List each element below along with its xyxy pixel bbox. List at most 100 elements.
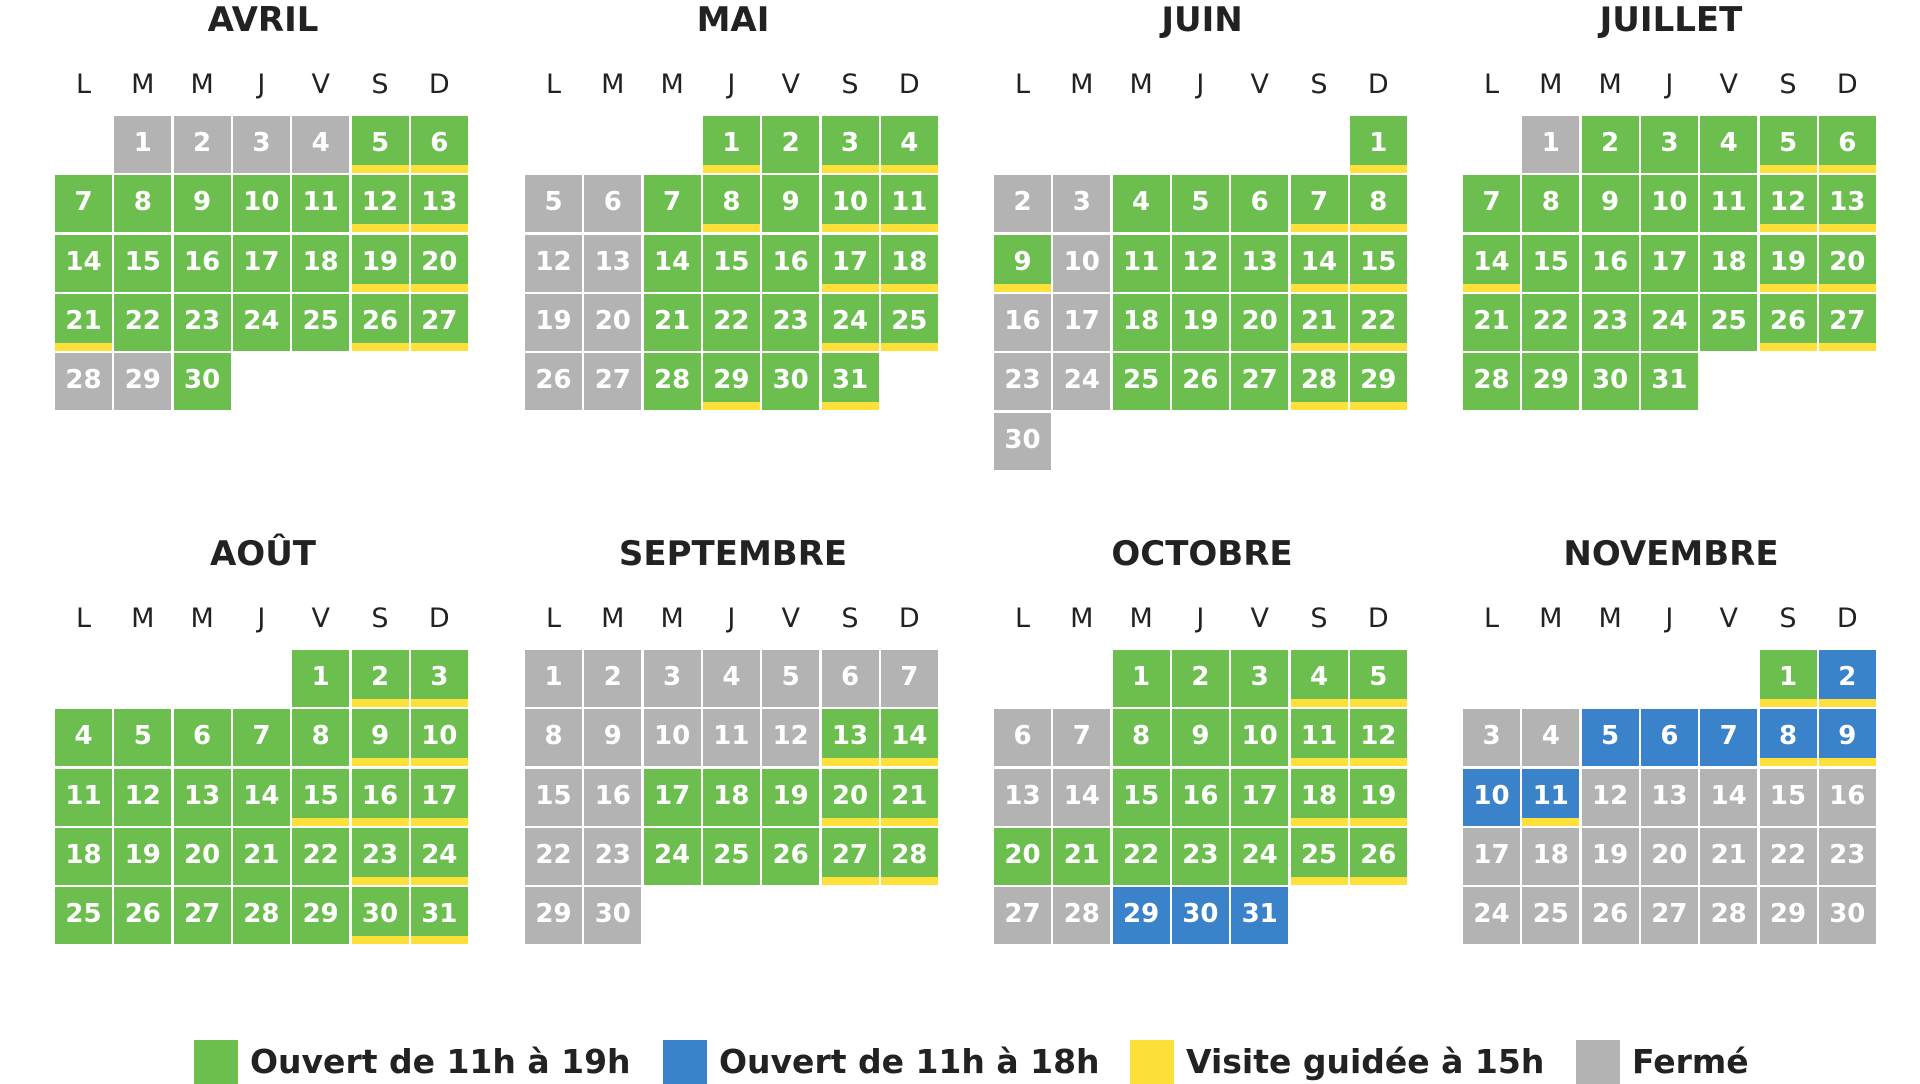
guided-tour-marker <box>702 402 760 411</box>
day-number: 9 <box>193 187 212 218</box>
day-cell: 9 <box>994 234 1051 292</box>
day-cell: 4 <box>702 650 760 707</box>
day-number: 23 <box>361 839 399 870</box>
day-number: 2 <box>781 128 800 158</box>
day-number: 26 <box>1769 305 1807 336</box>
day-cell: 25 <box>880 293 938 351</box>
weekday-label: V <box>781 603 800 634</box>
day-number: 15 <box>302 780 339 811</box>
day-number: 1 <box>1778 662 1798 692</box>
day-number: 4 <box>900 128 919 158</box>
day-cell: 5 <box>525 175 582 233</box>
guided-tour-marker <box>821 165 879 173</box>
day-number: 24 <box>1651 305 1688 336</box>
day-number: 14 <box>1063 780 1100 811</box>
day-number: 28 <box>1063 899 1100 930</box>
day-cell: 20 <box>584 293 642 351</box>
day-number: 3 <box>840 128 860 158</box>
day-cell: 22 <box>114 293 172 351</box>
day-cell: 1 <box>1522 116 1580 173</box>
day-cell: 25 <box>1112 353 1170 411</box>
day-cell: 26 <box>525 353 582 411</box>
day-number: 22 <box>713 305 750 336</box>
day-cell: 22 <box>1112 827 1170 885</box>
day-cell: 2 <box>1818 650 1876 707</box>
guided-tour-marker <box>410 283 468 292</box>
day-number: 25 <box>65 899 102 930</box>
day-number: 6 <box>603 187 622 218</box>
guided-tour-marker <box>702 224 760 233</box>
day-number: 19 <box>1592 839 1629 870</box>
day-number: 20 <box>184 839 221 870</box>
day-cell: 24 <box>1231 827 1289 885</box>
day-number: 29 <box>535 899 572 930</box>
guided-tour-marker <box>1818 758 1876 767</box>
guided-tour-marker <box>880 224 938 233</box>
day-number: 24 <box>243 305 280 336</box>
day-cell: 6 <box>821 650 879 707</box>
day-cell: 15 <box>114 234 172 292</box>
day-cell: 26 <box>1759 293 1817 351</box>
day-number: 11 <box>1123 246 1160 277</box>
day-number: 28 <box>1710 899 1747 930</box>
day-number: 14 <box>654 246 691 277</box>
day-number: 5 <box>1778 128 1798 158</box>
guided-tour-marker <box>1759 699 1817 707</box>
guided-tour-marker <box>1463 283 1520 292</box>
guided-tour-marker <box>1818 165 1876 173</box>
weekday-label: S <box>1310 69 1328 100</box>
day-cell: 2 <box>994 175 1051 233</box>
day-number: 21 <box>65 305 102 336</box>
day-cell: 4 <box>880 116 938 173</box>
weekday-label: L <box>1483 603 1500 634</box>
day-number: 2 <box>1838 662 1857 692</box>
day-number: 1 <box>1369 128 1388 158</box>
day-cell: 29 <box>1522 353 1580 411</box>
day-number: 26 <box>1592 899 1629 930</box>
day-cell: 28 <box>55 353 112 411</box>
day-cell: 11 <box>1522 768 1580 826</box>
day-number: 29 <box>1532 365 1569 396</box>
guided-tour-marker <box>410 876 468 885</box>
month-title: JUILLET <box>1599 0 1743 40</box>
legend-swatch-blue <box>663 1040 707 1084</box>
day-cell: 7 <box>880 650 938 707</box>
day-cell: 28 <box>1053 887 1111 945</box>
day-cell: 31 <box>410 887 468 945</box>
day-number: 9 <box>1601 187 1620 218</box>
day-number: 6 <box>1250 187 1269 218</box>
day-number: 30 <box>772 365 809 396</box>
day-number: 7 <box>663 187 682 218</box>
day-number: 27 <box>831 839 869 870</box>
guided-tour-marker <box>821 224 879 233</box>
weekday-label: J <box>257 603 266 634</box>
day-number: 5 <box>781 662 800 692</box>
day-cell: 22 <box>1522 293 1580 351</box>
day-cell: 5 <box>351 116 409 173</box>
weekday-label: M <box>601 69 625 100</box>
day-cell: 24 <box>821 293 879 351</box>
day-cell: 14 <box>880 709 938 767</box>
day-number: 13 <box>184 780 221 811</box>
day-number: 31 <box>831 365 869 396</box>
weekday-label: L <box>75 69 92 100</box>
day-cell: 4 <box>292 116 350 173</box>
day-cell: 29 <box>1349 353 1407 411</box>
day-number: 21 <box>1473 305 1510 336</box>
day-cell: 23 <box>1581 293 1639 351</box>
weekday-label: D <box>428 69 450 100</box>
weekday-label: V <box>1719 603 1738 634</box>
day-cell: 27 <box>821 827 879 885</box>
weekday-label: M <box>190 69 214 100</box>
day-cell: 30 <box>173 353 231 411</box>
day-number: 13 <box>1651 780 1688 811</box>
day-cell: 8 <box>114 175 172 233</box>
day-cell: 6 <box>584 175 642 233</box>
guided-tour-marker <box>1349 758 1407 767</box>
day-number: 14 <box>1473 246 1510 277</box>
day-cell: 12 <box>762 709 820 767</box>
day-cell: 25 <box>1700 293 1758 351</box>
day-number: 29 <box>1769 899 1807 930</box>
day-number: 23 <box>1592 305 1629 336</box>
day-cell: 24 <box>232 293 290 351</box>
